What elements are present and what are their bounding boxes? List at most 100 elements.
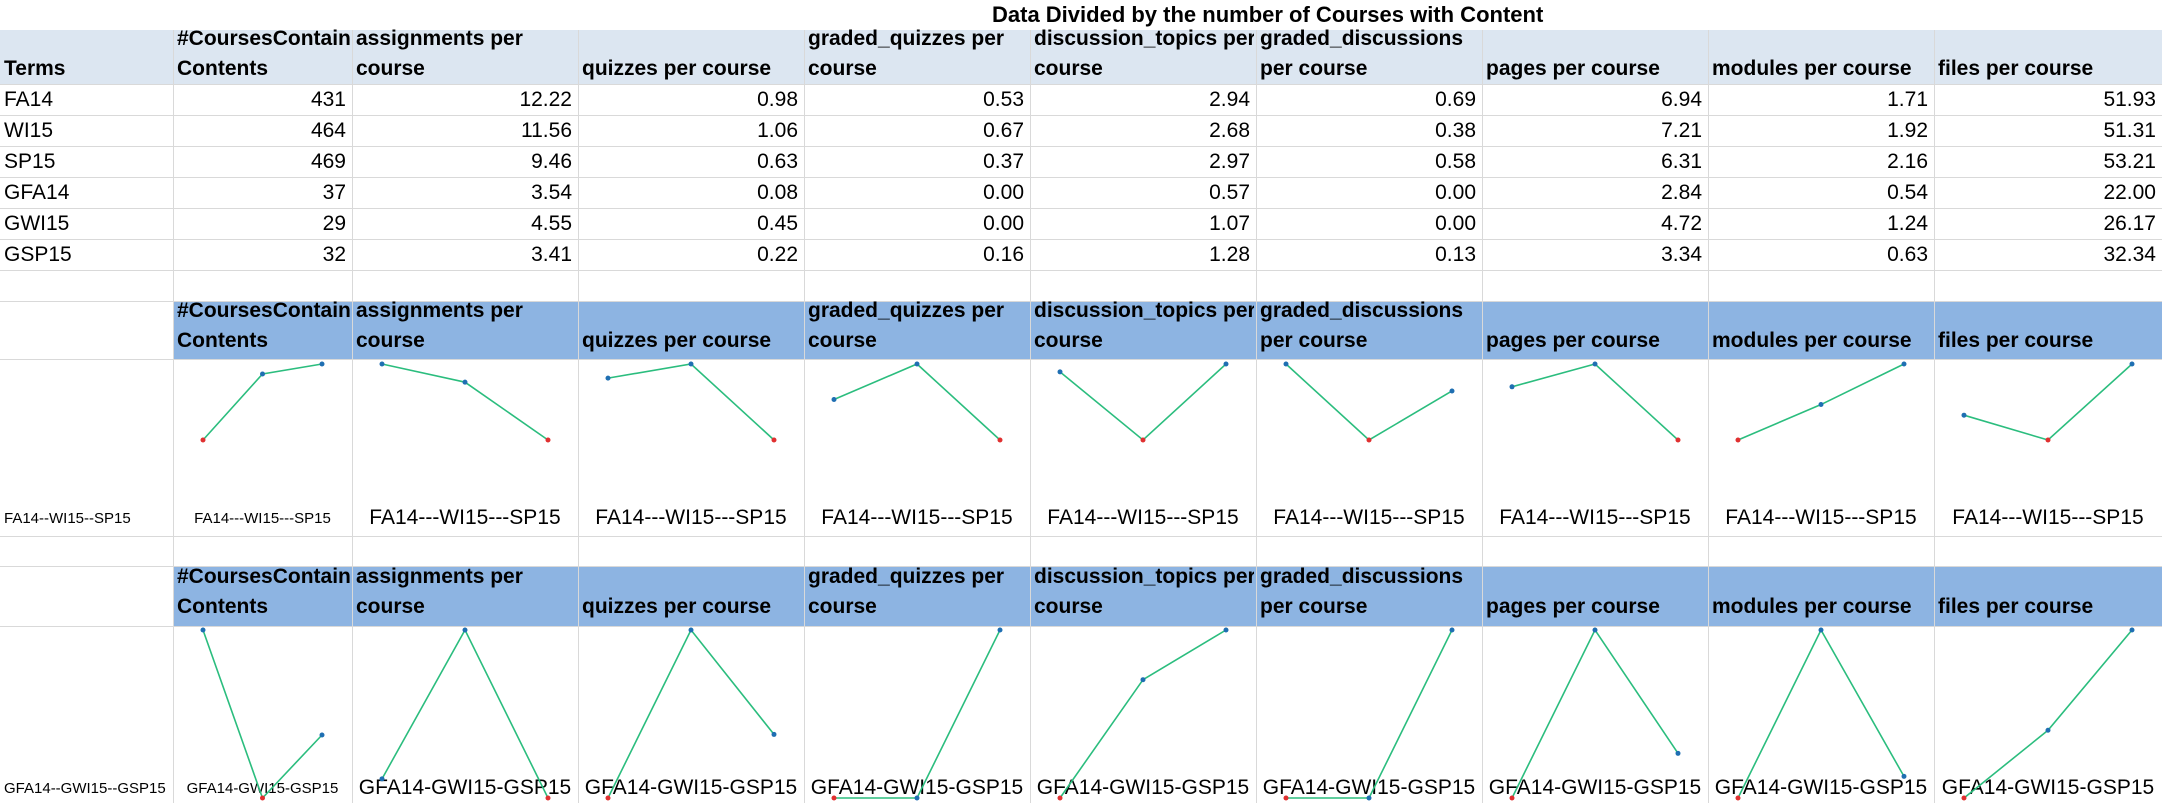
value-cell[interactable]: 1.28 (1209, 243, 1250, 266)
value-cell[interactable]: 1.24 (1887, 212, 1928, 235)
term-cell[interactable]: FA14 (4, 88, 54, 111)
value-cell[interactable]: 0.13 (1435, 243, 1476, 266)
column-header-line1[interactable]: assignments per (356, 27, 523, 50)
value-cell[interactable]: 37 (322, 181, 346, 204)
column-header[interactable]: course (356, 329, 425, 352)
column-header-line1[interactable]: graded_quizzes per (808, 565, 1005, 588)
value-cell[interactable]: 9.46 (531, 150, 572, 173)
column-header[interactable]: Contents (177, 595, 268, 618)
value-cell[interactable]: 12.22 (519, 88, 572, 111)
term-cell[interactable]: GSP15 (4, 243, 72, 266)
column-header[interactable]: per course (1260, 595, 1368, 618)
value-cell[interactable]: 0.63 (757, 150, 798, 173)
value-cell[interactable]: 469 (310, 150, 346, 173)
column-header-line1[interactable]: graded_discussions (1260, 299, 1464, 322)
value-cell[interactable]: 0.00 (983, 212, 1024, 235)
column-header[interactable]: files per course (1938, 57, 2094, 80)
value-cell[interactable]: 0.98 (757, 88, 798, 111)
value-cell[interactable]: 0.16 (983, 243, 1024, 266)
column-header[interactable]: course (808, 595, 877, 618)
column-header-line1[interactable]: discussion_topics per (1034, 27, 1254, 50)
column-header-line1[interactable]: graded_discussions (1260, 565, 1464, 588)
value-cell[interactable]: 32.34 (2103, 243, 2156, 266)
value-cell[interactable]: 1.71 (1887, 88, 1928, 111)
column-header-line1[interactable]: assignments per (356, 299, 523, 322)
value-cell[interactable]: 1.92 (1887, 119, 1928, 142)
column-header-line1[interactable]: graded_discussions (1260, 27, 1464, 50)
value-cell[interactable]: 0.54 (1887, 181, 1928, 204)
value-cell[interactable]: 1.07 (1209, 212, 1250, 235)
column-header[interactable]: modules per course (1712, 57, 1912, 80)
value-cell[interactable]: 0.63 (1887, 243, 1928, 266)
value-cell[interactable]: 0.69 (1435, 88, 1476, 111)
column-header[interactable]: course (808, 329, 877, 352)
column-header[interactable]: files per course (1938, 595, 2094, 618)
value-cell[interactable]: 51.93 (2103, 88, 2156, 111)
column-header-line1[interactable]: graded_quizzes per (808, 27, 1005, 50)
value-cell[interactable]: 2.94 (1209, 88, 1250, 111)
column-header[interactable]: course (356, 57, 425, 80)
value-cell[interactable]: 7.21 (1661, 119, 1702, 142)
column-header[interactable]: pages per course (1486, 595, 1660, 618)
value-cell[interactable]: 29 (322, 212, 346, 235)
column-header[interactable]: pages per course (1486, 329, 1660, 352)
column-header-line1[interactable]: #CoursesContain (177, 565, 350, 588)
column-header[interactable]: per course (1260, 57, 1368, 80)
value-cell[interactable]: 0.38 (1435, 119, 1476, 142)
value-cell[interactable]: 22.00 (2103, 181, 2156, 204)
term-cell[interactable]: GFA14 (4, 181, 70, 204)
value-cell[interactable]: 0.45 (757, 212, 798, 235)
value-cell[interactable]: 3.54 (531, 181, 572, 204)
value-cell[interactable]: 0.57 (1209, 181, 1250, 204)
column-header[interactable]: per course (1260, 329, 1368, 352)
column-header[interactable]: files per course (1938, 329, 2094, 352)
value-cell[interactable]: 2.16 (1887, 150, 1928, 173)
value-cell[interactable]: 26.17 (2103, 212, 2156, 235)
column-header[interactable]: Contents (177, 329, 268, 352)
value-cell[interactable]: 2.84 (1661, 181, 1702, 204)
value-cell[interactable]: 2.68 (1209, 119, 1250, 142)
column-header-line1[interactable]: graded_quizzes per (808, 299, 1005, 322)
column-header[interactable]: course (1034, 57, 1103, 80)
value-cell[interactable]: 0.00 (1435, 181, 1476, 204)
term-cell[interactable]: WI15 (4, 119, 54, 142)
value-cell[interactable]: 464 (310, 119, 346, 142)
column-header[interactable]: course (808, 57, 877, 80)
column-header[interactable]: course (1034, 329, 1103, 352)
value-cell[interactable]: 0.37 (983, 150, 1024, 173)
column-header[interactable]: Contents (177, 57, 268, 80)
value-cell[interactable]: 53.21 (2103, 150, 2156, 173)
column-header-line1[interactable]: discussion_topics per (1034, 565, 1254, 588)
column-header-line1[interactable]: discussion_topics per (1034, 299, 1254, 322)
value-cell[interactable]: 431 (310, 88, 346, 111)
value-cell[interactable]: 0.67 (983, 119, 1024, 142)
value-cell[interactable]: 0.53 (983, 88, 1024, 111)
column-header[interactable]: pages per course (1486, 57, 1660, 80)
value-cell[interactable]: 4.72 (1661, 212, 1702, 235)
value-cell[interactable]: 0.08 (757, 181, 798, 204)
value-cell[interactable]: 6.94 (1661, 88, 1702, 111)
value-cell[interactable]: 6.31 (1661, 150, 1702, 173)
value-cell[interactable]: 51.31 (2103, 119, 2156, 142)
value-cell[interactable]: 3.34 (1661, 243, 1702, 266)
column-header-line1[interactable]: assignments per (356, 565, 523, 588)
value-cell[interactable]: 0.22 (757, 243, 798, 266)
term-cell[interactable]: SP15 (4, 150, 56, 173)
value-cell[interactable]: 0.58 (1435, 150, 1476, 173)
value-cell[interactable]: 1.06 (757, 119, 798, 142)
term-cell[interactable]: GWI15 (4, 212, 70, 235)
column-header[interactable]: quizzes per course (582, 57, 772, 80)
column-header-line1[interactable]: #CoursesContain (177, 299, 350, 322)
value-cell[interactable]: 0.00 (1435, 212, 1476, 235)
value-cell[interactable]: 11.56 (521, 119, 572, 142)
column-header-line1[interactable]: #CoursesContain (177, 27, 350, 50)
value-cell[interactable]: 2.97 (1209, 150, 1250, 173)
column-header[interactable]: Terms (4, 57, 66, 80)
column-header[interactable]: course (356, 595, 425, 618)
column-header[interactable]: course (1034, 595, 1103, 618)
value-cell[interactable]: 4.55 (531, 212, 572, 235)
column-header[interactable]: modules per course (1712, 595, 1912, 618)
value-cell[interactable]: 0.00 (983, 181, 1024, 204)
value-cell[interactable]: 3.41 (531, 243, 572, 266)
column-header[interactable]: quizzes per course (582, 595, 772, 618)
